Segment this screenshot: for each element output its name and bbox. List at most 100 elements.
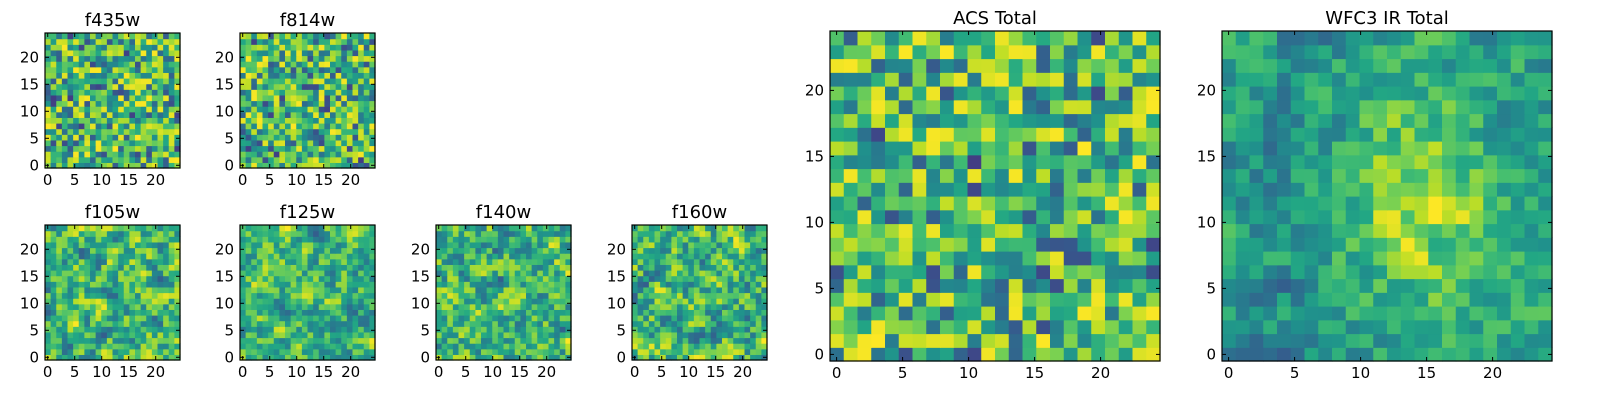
heatmap-cell <box>1345 292 1361 307</box>
heatmap-cell <box>106 298 114 305</box>
heatmap-cell <box>174 44 181 51</box>
heatmap-cell <box>531 292 538 299</box>
heatmap-cell <box>341 247 348 254</box>
heatmap-cell <box>665 354 672 361</box>
heatmap-cell <box>84 33 91 40</box>
heatmap-cell <box>273 139 280 147</box>
heatmap-cell <box>318 139 325 147</box>
heatmap-cell <box>240 298 247 305</box>
heatmap-cell <box>733 247 740 254</box>
heatmap-cell <box>520 281 527 288</box>
heatmap-cell <box>967 347 982 362</box>
heatmap-cell <box>106 123 114 130</box>
heatmap-cell <box>677 241 684 249</box>
heatmap-cell <box>441 281 448 288</box>
heatmap-cell <box>50 61 57 68</box>
heatmap-cell <box>61 100 69 107</box>
heatmap-cell <box>1277 319 1292 335</box>
heatmap-cell <box>1304 31 1319 46</box>
heatmap-cell <box>330 61 337 68</box>
heatmap-cell <box>251 247 258 254</box>
heatmap-cell <box>50 134 57 141</box>
heatmap-cell <box>967 306 982 321</box>
heatmap-cell <box>1077 86 1092 101</box>
heatmap-cell <box>290 128 297 135</box>
heatmap-cell <box>61 326 69 333</box>
heatmap-cell <box>1359 333 1374 348</box>
heatmap-cell <box>693 253 701 260</box>
heatmap-cell <box>129 139 136 147</box>
heatmap-cell <box>324 111 331 118</box>
heatmap-cell <box>548 275 555 282</box>
heatmap-cell <box>1428 86 1443 101</box>
heatmap-cell <box>290 286 297 294</box>
heatmap-cell <box>318 111 325 118</box>
heatmap-cell <box>335 275 342 282</box>
heatmap-cell <box>497 315 505 322</box>
heatmap-cell <box>369 49 376 57</box>
heatmap-cell <box>727 230 734 237</box>
heatmap-cell <box>857 72 872 87</box>
heatmap-cell <box>296 44 303 51</box>
x-tick-label: 10 <box>92 171 111 189</box>
heatmap-cell <box>318 258 325 265</box>
heatmap-cell <box>129 337 136 344</box>
heatmap-cell <box>296 151 303 158</box>
y-tick-label: 5 <box>224 321 234 339</box>
heatmap-cell <box>682 298 689 305</box>
heatmap-cell <box>262 78 269 85</box>
heatmap-cell <box>1132 44 1147 60</box>
heatmap-cell <box>151 247 159 254</box>
heatmap-cell <box>140 253 147 260</box>
heatmap-cell <box>268 230 275 237</box>
heatmap-cell <box>330 139 337 147</box>
heatmap-cell <box>285 354 292 361</box>
heatmap-cell <box>163 134 170 141</box>
heatmap-cell <box>268 100 275 107</box>
heatmap-cell <box>313 343 320 350</box>
heatmap-cell <box>118 241 125 249</box>
heatmap-cell <box>750 303 757 310</box>
heatmap-cell <box>761 264 768 271</box>
heatmap-cell <box>50 123 57 130</box>
heatmap-cell <box>1510 319 1526 335</box>
heatmap-cell <box>660 315 667 322</box>
heatmap-cell <box>163 331 170 339</box>
heatmap-cell <box>1304 264 1319 280</box>
heatmap-cell <box>486 258 493 265</box>
heatmap-cell <box>1345 278 1361 293</box>
heatmap-cell <box>335 298 342 305</box>
heatmap-cell <box>441 230 448 237</box>
heatmap-cell <box>84 156 91 163</box>
heatmap-cell <box>279 139 286 147</box>
heatmap-cell <box>290 145 297 152</box>
heatmap-cell <box>1304 292 1319 307</box>
heatmap-cell <box>565 309 572 316</box>
heatmap-cell <box>174 264 181 271</box>
heatmap-cell <box>738 241 746 249</box>
heatmap-cell <box>296 128 303 135</box>
heatmap-cell <box>643 348 650 355</box>
heatmap-cell <box>660 303 667 310</box>
heatmap-cell <box>830 223 845 238</box>
heatmap-cell <box>1277 278 1292 293</box>
heatmap-cell <box>45 275 52 282</box>
heatmap-cell <box>324 123 331 130</box>
heatmap-cell <box>123 83 130 90</box>
heatmap-cell <box>279 258 286 265</box>
heatmap-cell <box>1249 278 1264 293</box>
heatmap-cell <box>677 303 684 310</box>
heatmap-cell <box>441 320 448 327</box>
heatmap-cell <box>1146 72 1161 87</box>
heatmap-cell <box>67 292 74 299</box>
heatmap-cell <box>1387 209 1402 225</box>
heatmap-cell <box>301 247 309 254</box>
heatmap-cell <box>285 151 292 158</box>
heatmap-cell <box>279 225 286 232</box>
heatmap-cell <box>520 225 527 232</box>
heatmap-cell <box>307 230 314 237</box>
heatmap-cell <box>542 309 550 316</box>
heatmap-cell <box>61 331 69 339</box>
heatmap-cell <box>1332 141 1347 156</box>
x-tick-label: 20 <box>146 171 165 189</box>
